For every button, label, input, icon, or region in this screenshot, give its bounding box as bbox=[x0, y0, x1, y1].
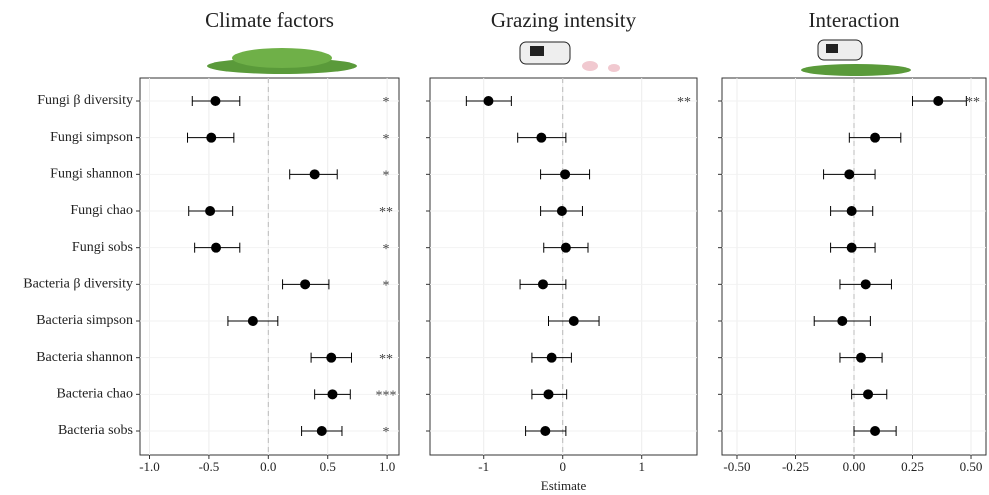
significance-label: ** bbox=[379, 352, 393, 367]
estimate-point bbox=[568, 316, 579, 326]
estimate-point bbox=[210, 96, 221, 106]
x-axis-label: Estimate bbox=[541, 478, 587, 493]
estimate-point bbox=[300, 279, 311, 290]
x-tick-label: -0.25 bbox=[782, 459, 809, 474]
cow-icon bbox=[519, 39, 863, 72]
significance-label: * bbox=[383, 279, 390, 294]
x-tick-label: -0.50 bbox=[723, 459, 750, 474]
estimate-point bbox=[316, 426, 327, 436]
estimate-point bbox=[863, 389, 874, 400]
estimate-point bbox=[326, 352, 337, 363]
x-tick-label: 0.50 bbox=[960, 459, 983, 474]
significance-label: ** bbox=[677, 95, 691, 110]
estimate-point bbox=[205, 206, 216, 216]
category-label: Bacteria shannon bbox=[36, 350, 133, 365]
significance-label: *** bbox=[376, 389, 397, 404]
estimate-point bbox=[247, 316, 258, 326]
estimate-point bbox=[556, 206, 567, 216]
estimate-point bbox=[309, 169, 320, 180]
category-label: Fungi sobs bbox=[72, 240, 133, 255]
estimate-point bbox=[870, 426, 881, 436]
x-tick-label: -0.5 bbox=[199, 459, 220, 474]
category-label: Fungi simpson bbox=[50, 130, 133, 145]
estimate-point bbox=[546, 352, 557, 363]
estimate-point bbox=[933, 96, 944, 106]
estimate-point bbox=[860, 279, 871, 290]
x-tick-label: 0.00 bbox=[843, 459, 866, 474]
category-label: Fungi chao bbox=[70, 203, 133, 218]
panel-title: Grazing intensity bbox=[491, 8, 637, 32]
significance-label: ** bbox=[966, 95, 980, 110]
category-label: Fungi β diversity bbox=[37, 93, 133, 108]
significance-label: * bbox=[383, 242, 390, 257]
significance-label: * bbox=[383, 95, 390, 110]
estimate-point bbox=[537, 279, 548, 290]
significance-label: * bbox=[383, 425, 390, 440]
significance-label: ** bbox=[379, 205, 393, 220]
x-tick-label: 0.25 bbox=[901, 459, 924, 474]
x-tick-label: 1.0 bbox=[379, 459, 395, 474]
category-label: Bacteria sobs bbox=[58, 423, 133, 438]
grass-icon bbox=[207, 48, 911, 76]
significance-label: * bbox=[383, 169, 390, 184]
estimate-point bbox=[837, 316, 848, 326]
estimate-point bbox=[870, 132, 881, 143]
x-tick-label: -1.0 bbox=[139, 459, 160, 474]
estimate-point bbox=[844, 169, 855, 180]
category-label: Bacteria chao bbox=[56, 387, 133, 402]
category-label: Bacteria β diversity bbox=[23, 277, 133, 292]
significance-label: * bbox=[383, 132, 390, 147]
x-tick-label: 0 bbox=[559, 459, 566, 474]
estimate-point bbox=[327, 389, 338, 400]
estimate-point bbox=[206, 132, 217, 143]
panel-frame bbox=[429, 77, 698, 456]
panel-title: Interaction bbox=[809, 8, 900, 32]
x-tick-label: 1 bbox=[638, 459, 645, 474]
x-tick-label: 0.5 bbox=[320, 459, 336, 474]
estimate-point bbox=[846, 206, 857, 216]
category-label: Fungi shannon bbox=[50, 167, 133, 182]
x-tick-label: -1 bbox=[478, 459, 489, 474]
estimate-point bbox=[540, 426, 551, 436]
estimate-point bbox=[536, 132, 547, 143]
panel-frame bbox=[139, 77, 400, 456]
estimate-point bbox=[543, 389, 554, 400]
x-tick-label: 0.0 bbox=[260, 459, 276, 474]
estimate-point bbox=[856, 352, 867, 363]
category-label: Bacteria simpson bbox=[36, 313, 133, 328]
panel-title: Climate factors bbox=[205, 8, 334, 32]
estimate-point bbox=[483, 96, 494, 106]
estimate-point bbox=[846, 242, 857, 253]
estimate-point bbox=[560, 242, 571, 253]
estimate-point bbox=[211, 242, 222, 253]
estimate-point bbox=[560, 169, 571, 180]
